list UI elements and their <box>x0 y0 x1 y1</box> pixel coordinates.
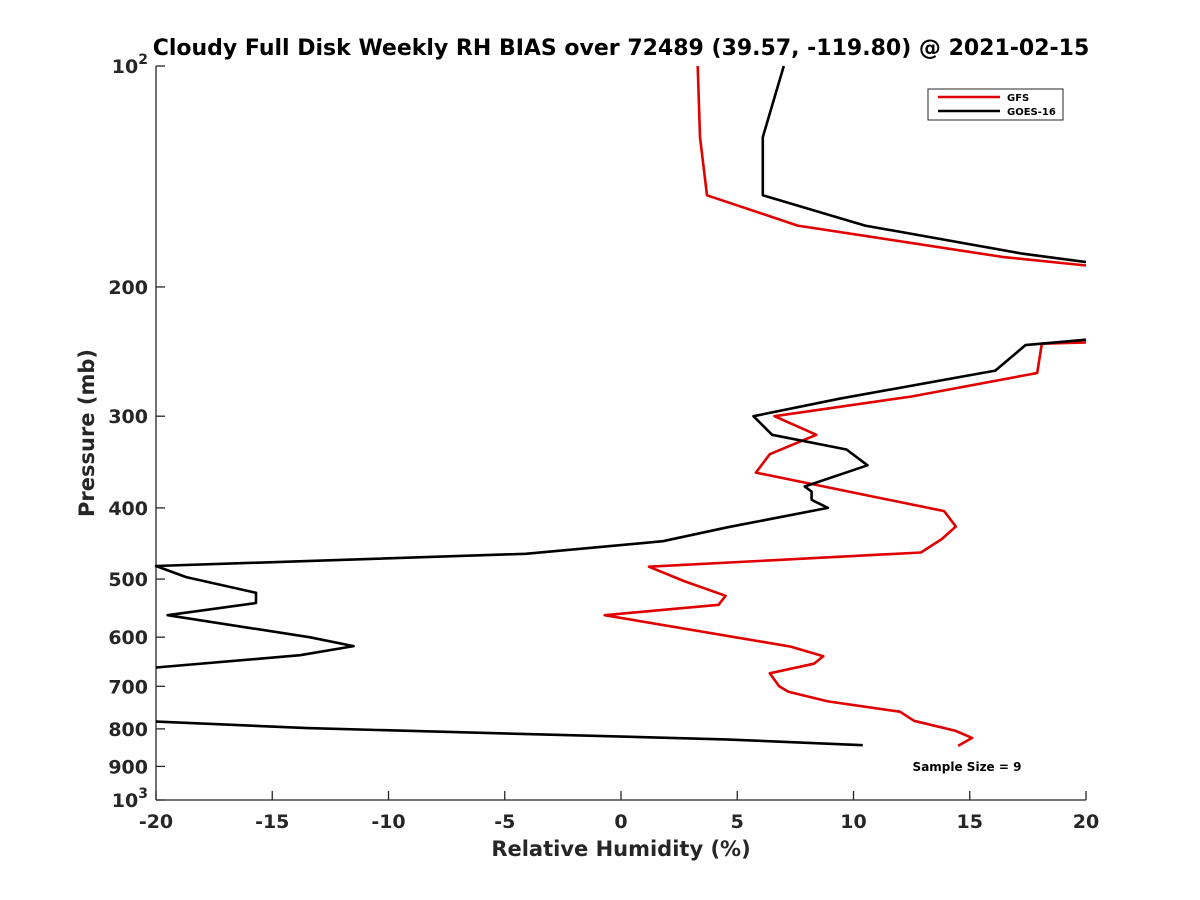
y-tick-exponent: 2 <box>138 52 148 68</box>
x-tick-label: 5 <box>731 811 744 833</box>
y-tick-base: 600 <box>108 627 148 649</box>
series-line-gfs <box>696 65 1087 267</box>
y-tick-base: 10 <box>112 790 138 812</box>
y-tick-base: 10 <box>112 56 138 78</box>
y-tick-exponent: 3 <box>138 786 148 802</box>
x-tick-label: -20 <box>139 811 173 833</box>
y-tick-label: 300 <box>108 406 148 428</box>
y-tick-label: 102 <box>112 52 148 78</box>
x-tick-label: 15 <box>957 811 983 833</box>
series-line-goes-16 <box>761 65 1087 264</box>
y-tick-base: 300 <box>108 406 148 428</box>
legend-label-goes-16: GOES-16 <box>1007 107 1056 118</box>
legend: GFS GOES-16 <box>927 88 1064 121</box>
chart-title: Cloudy Full Disk Weekly RH BIAS over 724… <box>153 36 1090 61</box>
x-tick-label: -10 <box>371 811 405 833</box>
series-line-gfs <box>603 341 1087 748</box>
x-ticks: -20 -15 -10 -5 0 5 10 15 20 <box>139 791 1099 833</box>
series-line-goes-16 <box>154 338 1087 669</box>
axes <box>155 66 1086 801</box>
legend-label-gfs: GFS <box>1007 93 1029 104</box>
y-tick-label: 700 <box>108 676 148 698</box>
x-tick-label: -15 <box>255 811 289 833</box>
x-tick-label: -5 <box>494 811 515 833</box>
y-tick-label: 800 <box>108 719 148 741</box>
y-tick-label: 400 <box>108 498 148 520</box>
y-tick-base: 900 <box>108 756 148 778</box>
y-tick-label: 900 <box>108 756 148 778</box>
legend-box <box>927 88 1064 121</box>
x-tick-label: 20 <box>1073 811 1099 833</box>
y-tick-label: 500 <box>108 569 148 591</box>
y-tick-label: 600 <box>108 627 148 649</box>
y-tick-label: 103 <box>112 786 148 812</box>
y-tick-base: 400 <box>108 498 148 520</box>
x-axis-label: Relative Humidity (%) <box>491 837 750 861</box>
y-tick-base: 800 <box>108 719 148 741</box>
sample-size-note: Sample Size = 9 <box>913 760 1022 774</box>
y-tick-base: 700 <box>108 676 148 698</box>
series-line-goes-16 <box>155 720 863 747</box>
x-tick-label: 10 <box>840 811 866 833</box>
y-tick-label: 200 <box>108 277 148 299</box>
x-tick-label: 0 <box>614 811 627 833</box>
y-tick-base: 200 <box>108 277 148 299</box>
series-layer <box>154 65 1087 748</box>
y-tick-base: 500 <box>108 569 148 591</box>
y-axis-label: Pressure (mb) <box>75 349 99 517</box>
